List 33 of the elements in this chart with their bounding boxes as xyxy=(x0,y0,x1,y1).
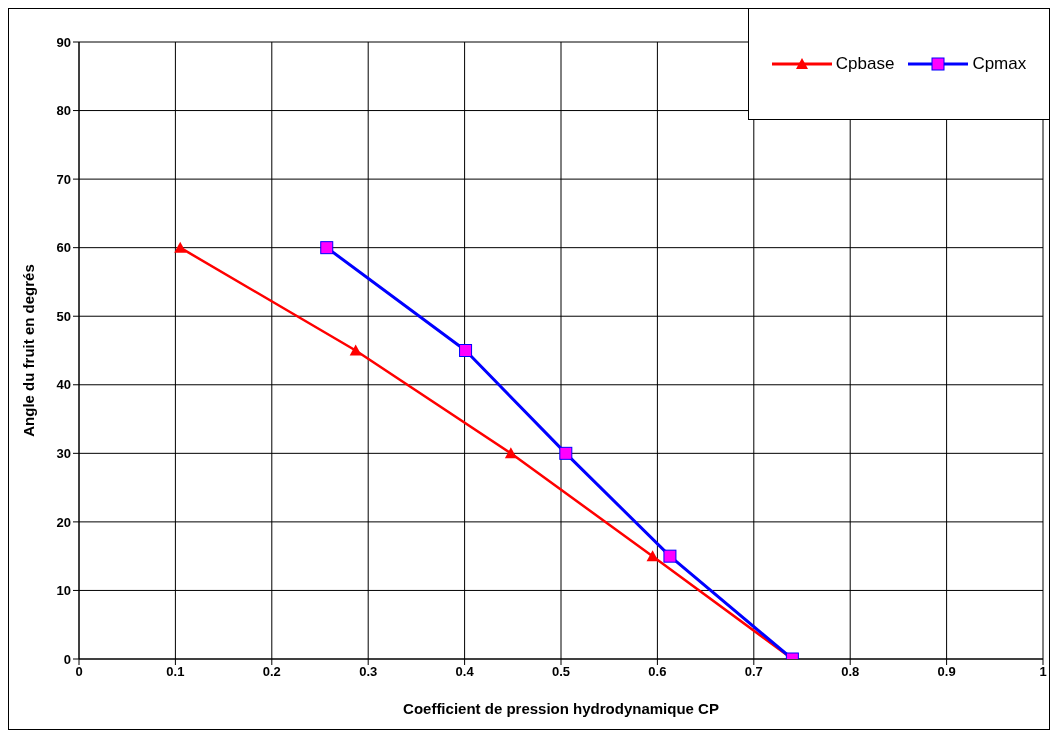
y-tick-label: 30 xyxy=(56,445,71,461)
y-tick-label: 20 xyxy=(56,514,71,530)
point xyxy=(646,550,659,562)
x-tick-label: 0.6 xyxy=(648,664,667,680)
y-tick-label: 60 xyxy=(56,240,71,256)
x-tick-label: 0.5 xyxy=(551,664,571,680)
y-axis-title: Angle du fruit en degrés xyxy=(20,264,38,437)
point xyxy=(320,241,334,255)
x-tick-label: 0 xyxy=(75,664,83,680)
y-tick-label: 70 xyxy=(56,171,71,187)
x-tick-label: 0.4 xyxy=(455,664,475,680)
y-tick-label: 80 xyxy=(56,103,71,119)
y-tick-label: 0 xyxy=(63,651,71,667)
legend-label: Cpmax xyxy=(972,54,1027,74)
point xyxy=(459,344,473,357)
x-tick-label: 0.7 xyxy=(744,664,763,680)
y-tick-label: 40 xyxy=(56,377,71,393)
point xyxy=(663,549,677,563)
x-tick-label: 0.1 xyxy=(166,664,185,680)
x-tick-label: 0.2 xyxy=(262,664,281,680)
point xyxy=(349,344,362,356)
x-tick-label: 0.8 xyxy=(841,664,860,680)
y-tick-label: 90 xyxy=(56,34,71,50)
x-axis-title: Coefficient de pression hydrodynamique CP xyxy=(403,700,719,717)
point xyxy=(174,241,187,253)
y-tick-label: 10 xyxy=(56,583,71,599)
x-tick-label: 0.3 xyxy=(359,664,378,680)
point xyxy=(504,447,517,459)
x-tick-label: 1 xyxy=(1039,664,1047,680)
point xyxy=(559,446,573,460)
x-tick-label: 0.9 xyxy=(937,664,956,680)
legend-label: Cpbase xyxy=(835,54,895,74)
y-tick-label: 50 xyxy=(56,308,71,324)
